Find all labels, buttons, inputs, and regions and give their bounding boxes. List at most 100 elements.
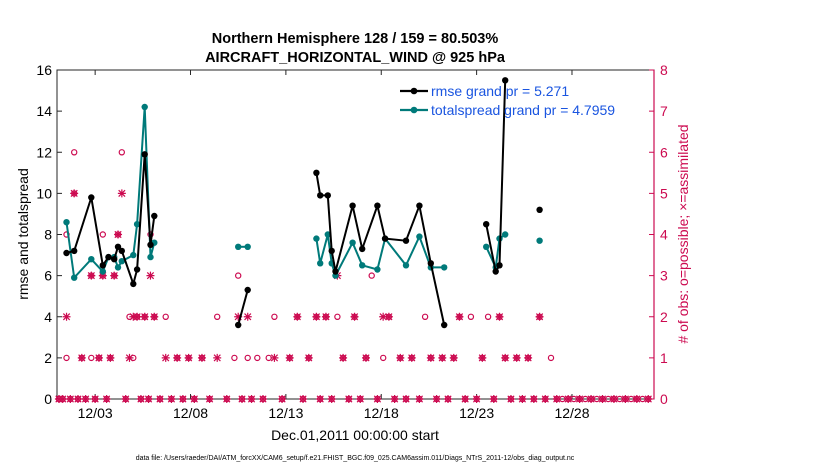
obs-possible-marker [368,272,375,279]
spread-point [118,258,126,265]
x-tick-label: 12/18 [364,405,399,421]
spread-point [147,253,154,261]
obs-assimilated-marker [161,353,170,362]
obs-possible-marker [334,313,341,320]
obs-possible-markers [55,149,652,403]
rmse-point [99,262,107,269]
obs-possible-marker [421,313,429,320]
rmse-point [317,192,324,199]
y-right-tick-label: 6 [660,144,668,160]
x-tick-label: 12/13 [268,405,303,421]
spread-point [63,219,70,226]
obs-assimilated-marker [564,395,573,403]
obs-assimilated-marker [58,395,67,403]
obs-assimilated-marker [356,395,365,403]
obs-assimilated-marker [426,353,435,362]
rmse-point [71,247,78,255]
spread-point [317,260,324,267]
rmse-point [63,249,70,257]
spread-point [483,243,490,250]
obs-assimilated-marker [106,353,115,362]
obs-assimilated-marker [316,395,325,403]
y-right-tick-label: 5 [660,185,668,201]
obs-assimilated-marker [438,353,447,362]
obs-assimilated-marker [632,395,641,403]
obs-assimilated-marker [449,353,458,362]
obs-assimilated-marker [609,395,618,403]
obs-assimilated-marker [506,395,515,403]
obs-assimilated-marker [243,312,252,321]
rmse-point [151,212,158,220]
obs-assimilated-marker [110,271,119,280]
rmse-line-segment [485,80,507,275]
y-right-tick-label: 8 [660,62,668,78]
obs-assimilated-marker [205,395,214,403]
x-axis-label: Dec.01,2011 00:00:00 start [271,427,439,443]
rmse-point [105,253,112,261]
y-left-tick-label: 16 [36,62,52,78]
obs-assimilated-marker [136,395,145,403]
obs-possible-marker [380,354,387,362]
rmse-point [118,247,126,255]
y-right-axis-label: # of obs: o=possible; ×=assimilated [675,124,691,343]
spread-point [402,262,410,269]
obs-possible-marker [467,313,475,320]
obs-possible-marker [213,313,221,320]
obs-assimilated-marker [489,395,498,403]
spread-point [502,231,509,238]
obs-possible-marker [70,149,78,156]
obs-assimilated-marker [524,353,533,362]
obs-assimilated-marker [234,312,243,321]
obs-possible-marker [231,354,238,362]
obs-assimilated-marker [140,312,149,321]
spread-point [133,221,141,228]
footer-data-file: data file: /Users/raeder/DAI/ATM_forcXX/… [136,455,575,462]
y-left-tick-label: 4 [44,309,52,325]
spread-point [141,103,148,111]
obs-assimilated-marker [190,395,199,403]
obs-assimilated-marker [167,395,176,403]
obs-assimilated-marker [501,353,510,362]
y-left-tick-label: 12 [36,144,52,160]
x-axis-ticks: 12/03 12/08 12/13 12/18 12/23 12/28 [78,70,590,421]
obs-possible-marker [234,272,242,279]
y-left-tick-label: 2 [44,350,52,366]
y-right-tick-label: 1 [660,350,668,366]
spread-point [71,274,78,281]
obs-assimilated-marker [87,271,96,280]
obs-assimilated-marker [150,312,159,321]
chart-subtitle: AIRCRAFT_HORIZONTAL_WIND @ 925 hPa [205,50,506,66]
legend-rmse-label: rmse grand pr = 5.271 [431,83,569,99]
rmse-point [88,194,95,201]
obs-assimilated-marker [444,395,453,403]
obs-possible-marker [88,354,95,362]
obs-assimilated-marker [432,395,441,403]
obs-assimilated-marker [535,312,544,321]
obs-assimilated-marker [73,395,82,403]
obs-assimilated-marker [278,395,287,403]
y-left-tick-label: 0 [44,391,52,407]
obs-assimilated-marker [461,395,470,403]
x-tick-label: 12/03 [78,405,113,421]
obs-assimilated-marker [384,312,393,321]
rmse-point [427,260,434,267]
obs-assimilated-marker [133,312,142,321]
y-left-tick-label: 10 [36,185,52,201]
obs-assimilated-marker [94,353,103,362]
y-right-tick-label: 4 [660,227,668,243]
rmse-point [328,247,335,255]
obs-assimilated-marker [66,395,75,403]
spread-point [313,235,320,242]
obs-assimilated-marker [258,395,267,403]
rmse-point [111,256,118,263]
obs-assimilated-marker [621,395,630,403]
y-right-tick-label: 3 [660,268,668,284]
obs-assimilated-marker [144,395,153,403]
obs-assimilated-marker [102,395,111,403]
spread-point [349,239,356,246]
obs-assimilated-marker [587,395,596,403]
obs-assimilated-markers [54,189,653,403]
rmse-point [324,192,331,199]
obs-possible-marker [99,231,107,238]
